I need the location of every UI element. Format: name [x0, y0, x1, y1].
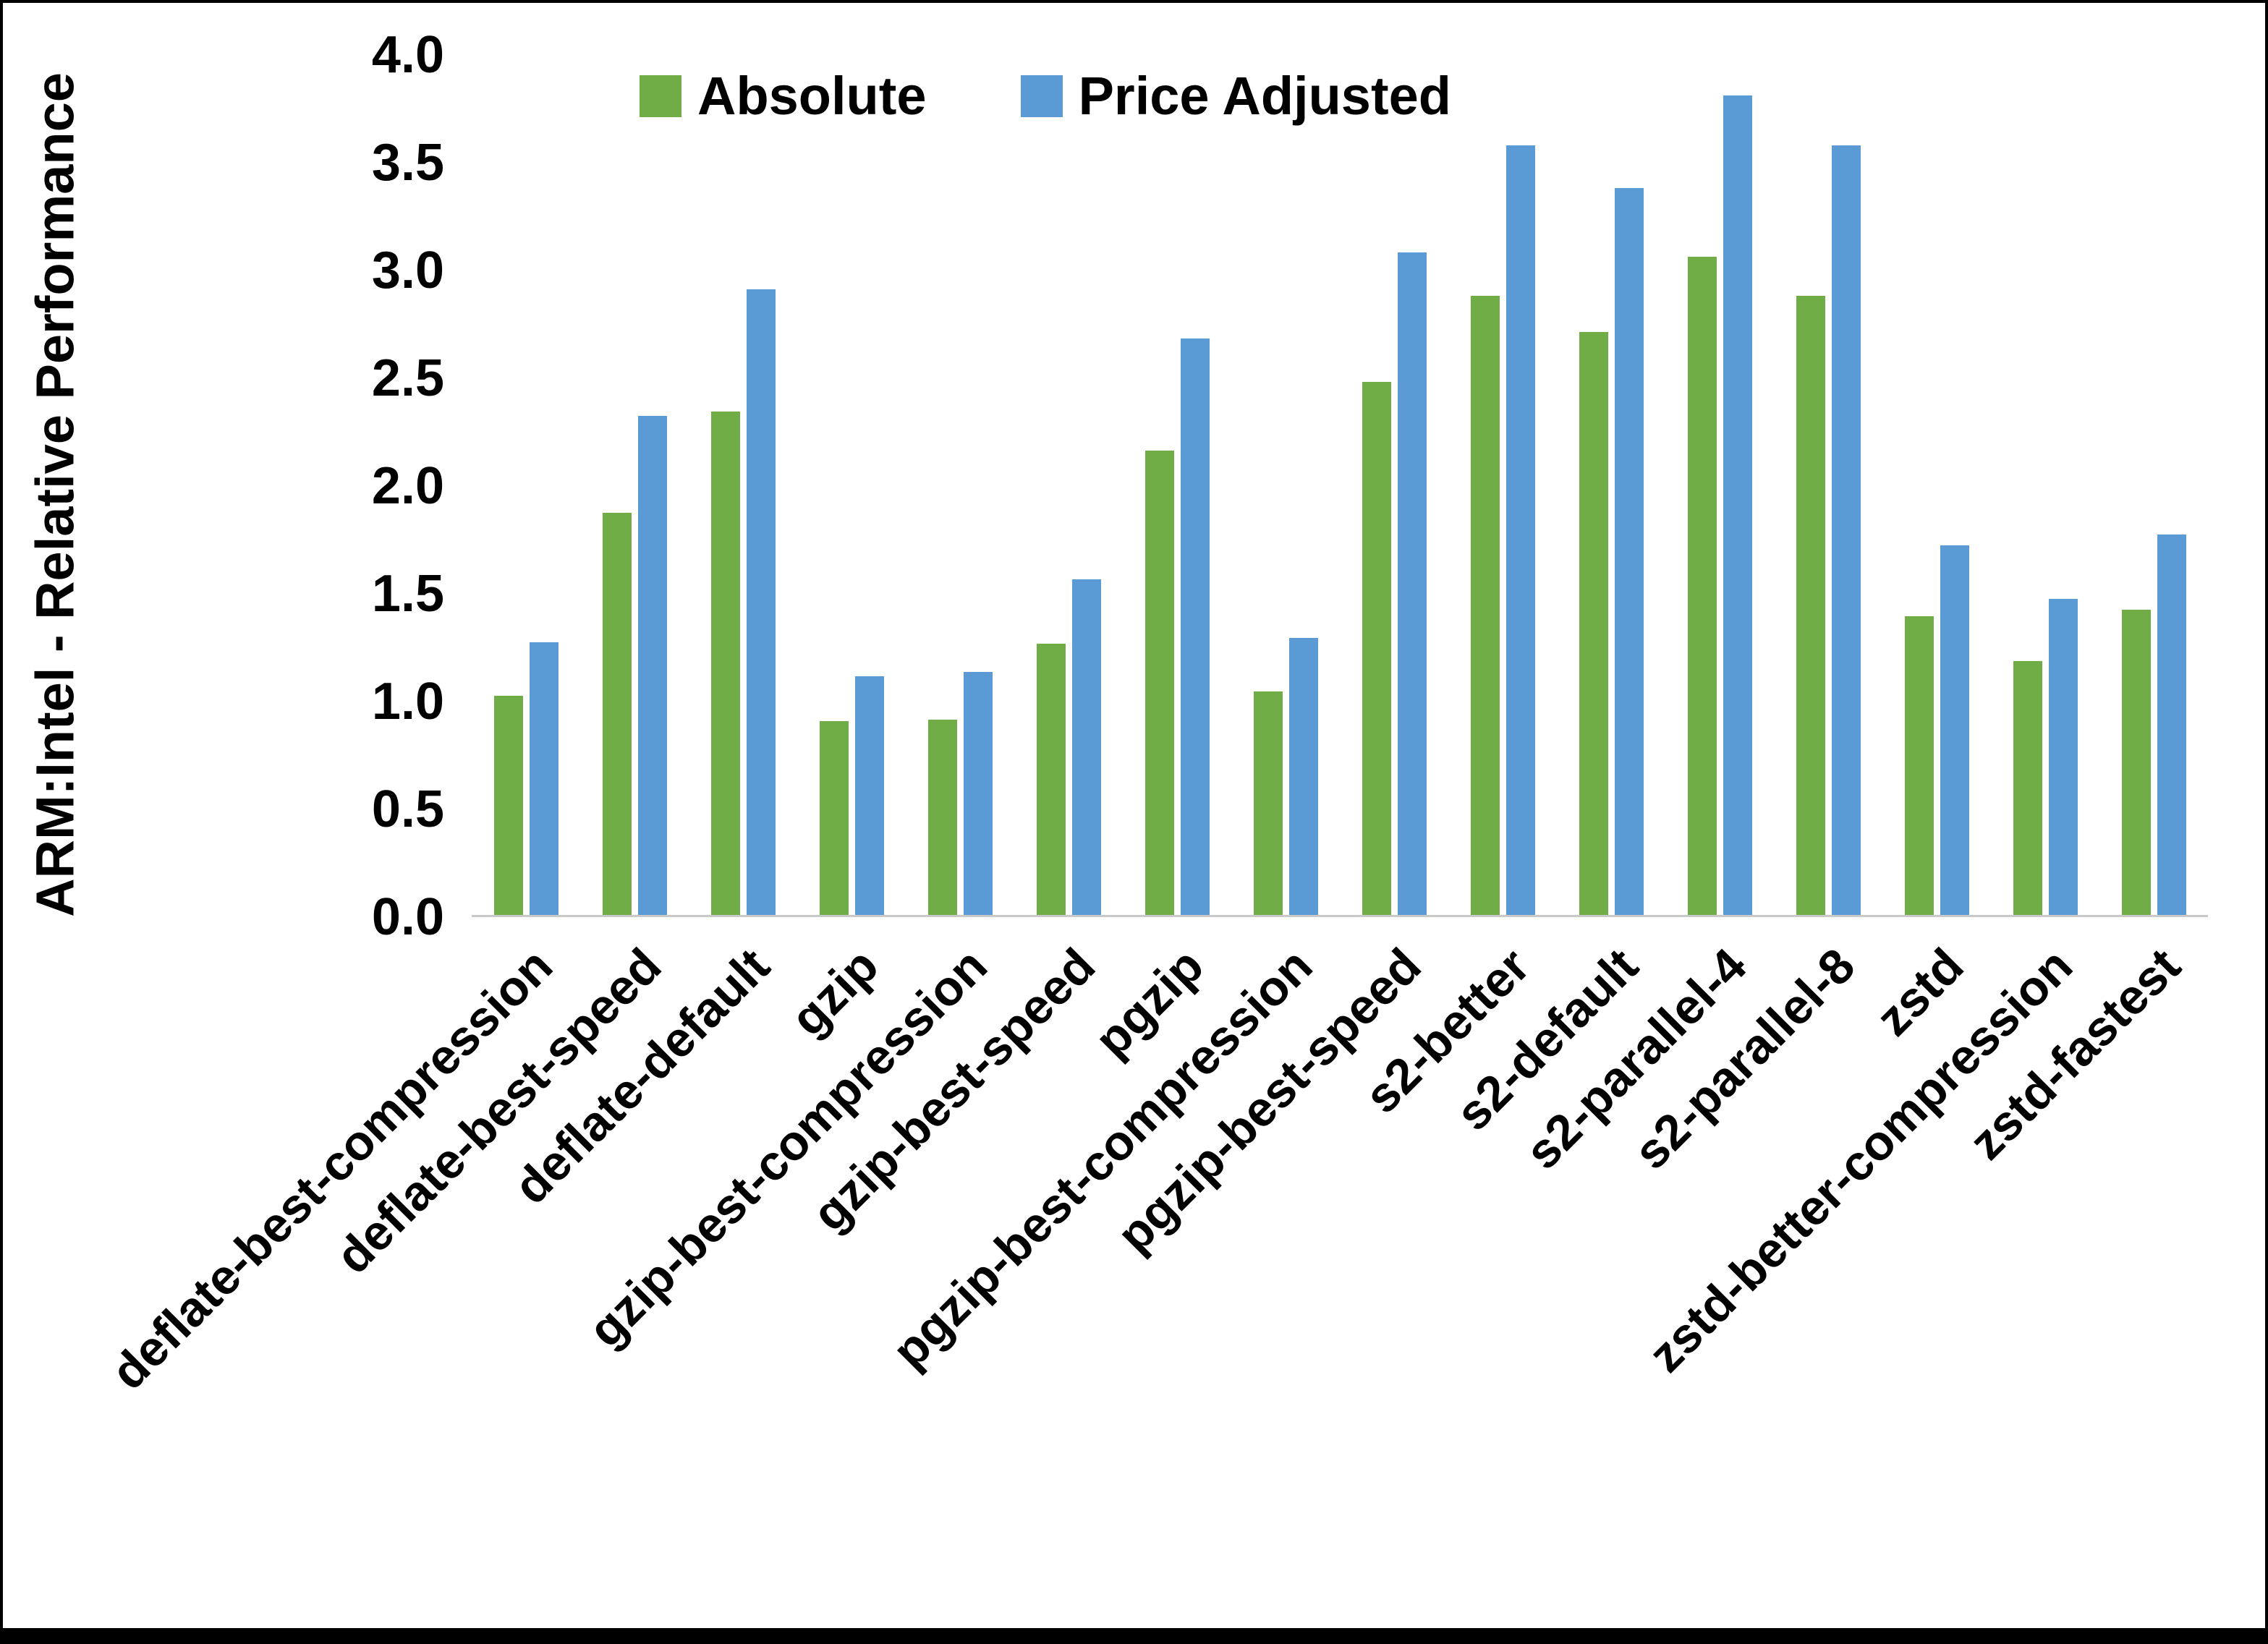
legend-label: Price Adjusted [1078, 66, 1451, 126]
bar-absolute [2013, 661, 2042, 915]
bar-price-adjusted [1940, 545, 1969, 915]
bar-price-adjusted [637, 416, 667, 915]
bar-price-adjusted [2048, 599, 2078, 915]
legend-item: Price Adjusted [1020, 66, 1451, 126]
bar-absolute [1470, 295, 1500, 915]
bar-absolute [819, 721, 849, 915]
y-tick-label: 3.0 [371, 242, 444, 299]
bar-group [797, 55, 906, 915]
bar-price-adjusted [1831, 145, 1861, 915]
y-tick-label: 1.0 [371, 673, 444, 731]
bar-price-adjusted [2157, 534, 2186, 915]
bar-absolute [1579, 332, 1608, 915]
bar-absolute [1253, 691, 1283, 915]
bar-absolute [1036, 644, 1066, 915]
bar-price-adjusted [746, 289, 776, 915]
bar-price-adjusted [854, 676, 884, 915]
legend-item: Absolute [640, 69, 927, 123]
x-axis-labels: deflate-best-compression deflate-best-spe… [101, 938, 2208, 1634]
bar-group [1991, 55, 2099, 915]
bar-group [906, 55, 1014, 915]
bar-group [1665, 55, 1774, 915]
legend-swatch [640, 75, 681, 117]
bar-absolute [927, 719, 957, 915]
x-axis-label: deflate-best-compression [101, 937, 564, 1400]
bottom-border-bar [3, 1628, 2265, 1641]
bar-group [1448, 55, 1557, 915]
bar-price-adjusted [1397, 252, 1427, 915]
y-tick-label: 1.5 [371, 565, 444, 623]
bar-price-adjusted [963, 672, 993, 915]
bar-absolute [2121, 609, 2151, 915]
bar-group [1882, 55, 1991, 915]
y-tick-label: 0.5 [371, 780, 444, 838]
bar-group [1123, 55, 1231, 915]
bar-price-adjusted [1288, 637, 1318, 915]
plot-area [472, 55, 2208, 917]
bar-group [1231, 55, 1340, 915]
y-tick-label: 0.0 [371, 888, 444, 946]
legend: Absolute Price Adjusted [640, 69, 1451, 123]
bar-group [472, 55, 580, 915]
y-axis-title: ARM:Intel - Relative Performance [25, 72, 85, 917]
y-tick-label: 2.5 [371, 349, 444, 407]
legend-label: Absolute [697, 66, 927, 126]
bar-absolute [1144, 450, 1174, 915]
bar-price-adjusted [1614, 188, 1644, 915]
bar-group [689, 55, 797, 915]
bar-price-adjusted [1180, 338, 1210, 915]
y-tick-label: 2.0 [371, 457, 444, 515]
bar-absolute [1362, 381, 1391, 915]
bar-absolute [1687, 257, 1717, 915]
bar-group [2099, 55, 2208, 915]
bar-price-adjusted [1505, 145, 1535, 915]
y-tick-label: 3.5 [371, 134, 444, 192]
bar-price-adjusted [1723, 95, 1752, 915]
bar-absolute [602, 513, 632, 915]
bar-price-adjusted [529, 642, 558, 915]
bar-group [1014, 55, 1123, 915]
bar-group [1340, 55, 1448, 915]
bar-group [1774, 55, 1882, 915]
bar-group [580, 55, 689, 915]
bar-absolute [710, 412, 740, 915]
bar-group [1557, 55, 1665, 915]
legend-swatch [1020, 75, 1063, 117]
y-tick-label: 4.0 [371, 26, 444, 84]
bar-absolute [1796, 295, 1825, 915]
bar-absolute [1904, 616, 1934, 915]
bar-absolute [493, 695, 523, 915]
bar-price-adjusted [1071, 579, 1101, 915]
y-axis-ticks: 0.0 0.5 1.0 1.5 2.0 2.5 3.0 3.5 4.0 [242, 29, 444, 943]
